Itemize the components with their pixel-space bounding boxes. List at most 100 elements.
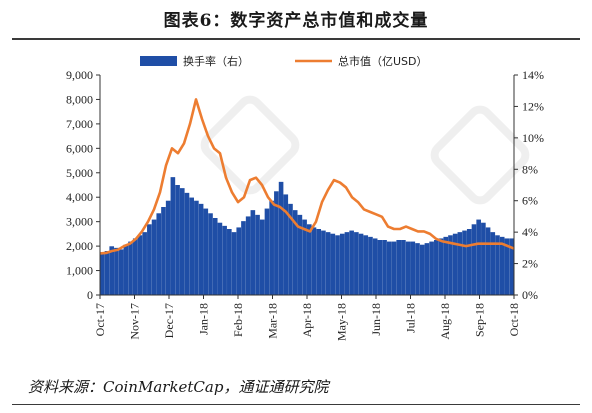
turnover-bar bbox=[259, 219, 265, 295]
turnover-bar bbox=[490, 232, 496, 295]
turnover-bar bbox=[448, 235, 453, 295]
turnover-bar bbox=[128, 241, 133, 295]
turnover-bar bbox=[184, 192, 190, 295]
turnover-bar bbox=[104, 251, 110, 295]
turnover-bar bbox=[137, 235, 143, 295]
turnover-bar bbox=[509, 238, 514, 295]
x-tick-label: Jan-18 bbox=[197, 303, 211, 335]
turnover-bar bbox=[288, 203, 293, 295]
x-axis: Oct-17 Nov-17 Dec-17 Jan-18 Feb-18 Mar-18 Apr-… bbox=[93, 295, 521, 341]
turnover-bar bbox=[344, 232, 350, 295]
turnover-bar bbox=[302, 219, 307, 295]
turnover-bar bbox=[156, 213, 162, 295]
turnover-bar bbox=[114, 247, 119, 295]
turnover-bar bbox=[236, 227, 242, 295]
turnover-bar bbox=[419, 244, 425, 295]
turnover-bar bbox=[354, 232, 359, 295]
turnover-bar bbox=[250, 210, 256, 295]
turnover-bar bbox=[349, 230, 354, 295]
turnover-bar bbox=[255, 214, 260, 295]
turnover-bar bbox=[208, 213, 213, 295]
turnover-bar bbox=[142, 232, 147, 295]
turnover-bar bbox=[325, 232, 331, 295]
turnover-bar bbox=[118, 249, 124, 295]
turnover-bar bbox=[405, 241, 411, 295]
y-left-tick-label: 0 bbox=[87, 288, 93, 302]
turnover-bar bbox=[189, 197, 194, 295]
turnover-bar bbox=[194, 200, 199, 295]
turnover-bar bbox=[147, 224, 152, 295]
y-left-tick-label: 6,000 bbox=[66, 141, 93, 155]
x-tick-label: Nov-17 bbox=[128, 303, 142, 340]
turnover-bar bbox=[330, 233, 336, 295]
turnover-bar bbox=[245, 216, 251, 295]
turnover-bar bbox=[278, 181, 284, 295]
turnover-bar bbox=[471, 224, 477, 295]
turnover-bar bbox=[227, 229, 232, 295]
turnover-bar bbox=[123, 244, 129, 295]
turnover-bar bbox=[222, 225, 227, 295]
y-right-tick-label: 6% bbox=[522, 194, 538, 208]
x-tick-label: May-18 bbox=[335, 303, 349, 341]
turnover-bar bbox=[132, 238, 138, 295]
x-tick-label: Aug-18 bbox=[438, 303, 452, 340]
chart-title: 图表6：数字资产总市值和成交量 bbox=[163, 11, 429, 31]
y-axis-right: 0% 2% 4% 6% 8% 10% 12% 14% bbox=[514, 68, 544, 302]
x-tick-label: Apr-18 bbox=[300, 303, 314, 337]
legend-label-turnover: 换手率（右） bbox=[183, 54, 249, 68]
watermark bbox=[200, 95, 530, 205]
turnover-bar bbox=[415, 243, 420, 295]
source-note: 资料来源：CoinMarketCap，通证通研究院 bbox=[28, 378, 329, 396]
turnover-bar bbox=[377, 240, 383, 295]
y-left-tick-label: 4,000 bbox=[66, 190, 93, 204]
turnover-bar bbox=[396, 240, 401, 295]
market-cap-line bbox=[99, 98, 515, 255]
turnover-bar bbox=[462, 230, 467, 295]
turnover-bar bbox=[307, 224, 312, 295]
x-tick-label: Sep-18 bbox=[473, 303, 487, 337]
turnover-bar bbox=[311, 227, 317, 295]
x-tick-label: Mar-18 bbox=[266, 303, 280, 339]
turnover-bar bbox=[175, 185, 180, 295]
turnover-bar bbox=[481, 222, 486, 295]
x-tick-label: Oct-18 bbox=[507, 303, 521, 336]
turnover-bar bbox=[434, 240, 439, 295]
turnover-bar bbox=[109, 246, 115, 295]
turnover-bar bbox=[424, 243, 430, 295]
turnover-bar bbox=[335, 235, 340, 295]
turnover-bar bbox=[457, 232, 463, 295]
turnover-bar bbox=[165, 200, 171, 295]
y-right-tick-label: 8% bbox=[522, 162, 538, 176]
turnover-bar bbox=[203, 208, 209, 295]
x-tick-label: Jun-18 bbox=[369, 303, 383, 336]
turnover-bar bbox=[179, 188, 185, 295]
turnover-bar bbox=[217, 222, 223, 295]
turnover-bars bbox=[100, 177, 514, 295]
turnover-bar bbox=[429, 241, 434, 295]
x-tick-label: Oct-17 bbox=[93, 303, 107, 336]
turnover-bar bbox=[410, 241, 416, 295]
x-tick-label: Dec-17 bbox=[162, 303, 176, 338]
legend-label-market-cap: 总市值（亿USD） bbox=[338, 54, 428, 68]
turnover-bar bbox=[476, 219, 481, 295]
y-right-tick-label: 10% bbox=[522, 131, 544, 145]
y-right-tick-label: 12% bbox=[522, 99, 544, 113]
title-divider bbox=[12, 38, 580, 40]
y-left-tick-label: 3,000 bbox=[66, 215, 93, 229]
turnover-bar bbox=[339, 233, 345, 295]
turnover-bar bbox=[368, 236, 373, 295]
turnover-bar bbox=[241, 221, 246, 295]
turnover-bar bbox=[100, 252, 105, 295]
y-left-tick-label: 1,000 bbox=[66, 264, 93, 278]
turnover-bar bbox=[198, 203, 204, 295]
turnover-bar bbox=[401, 240, 406, 295]
turnover-bar bbox=[452, 233, 458, 295]
y-left-tick-label: 9,000 bbox=[66, 68, 93, 82]
legend-swatch-turnover bbox=[140, 56, 177, 66]
turnover-bar bbox=[297, 214, 303, 295]
x-tick-label: Jul-18 bbox=[404, 303, 418, 333]
y-right-tick-label: 14% bbox=[522, 68, 544, 82]
turnover-bar bbox=[466, 229, 472, 295]
turnover-bar bbox=[495, 235, 500, 295]
